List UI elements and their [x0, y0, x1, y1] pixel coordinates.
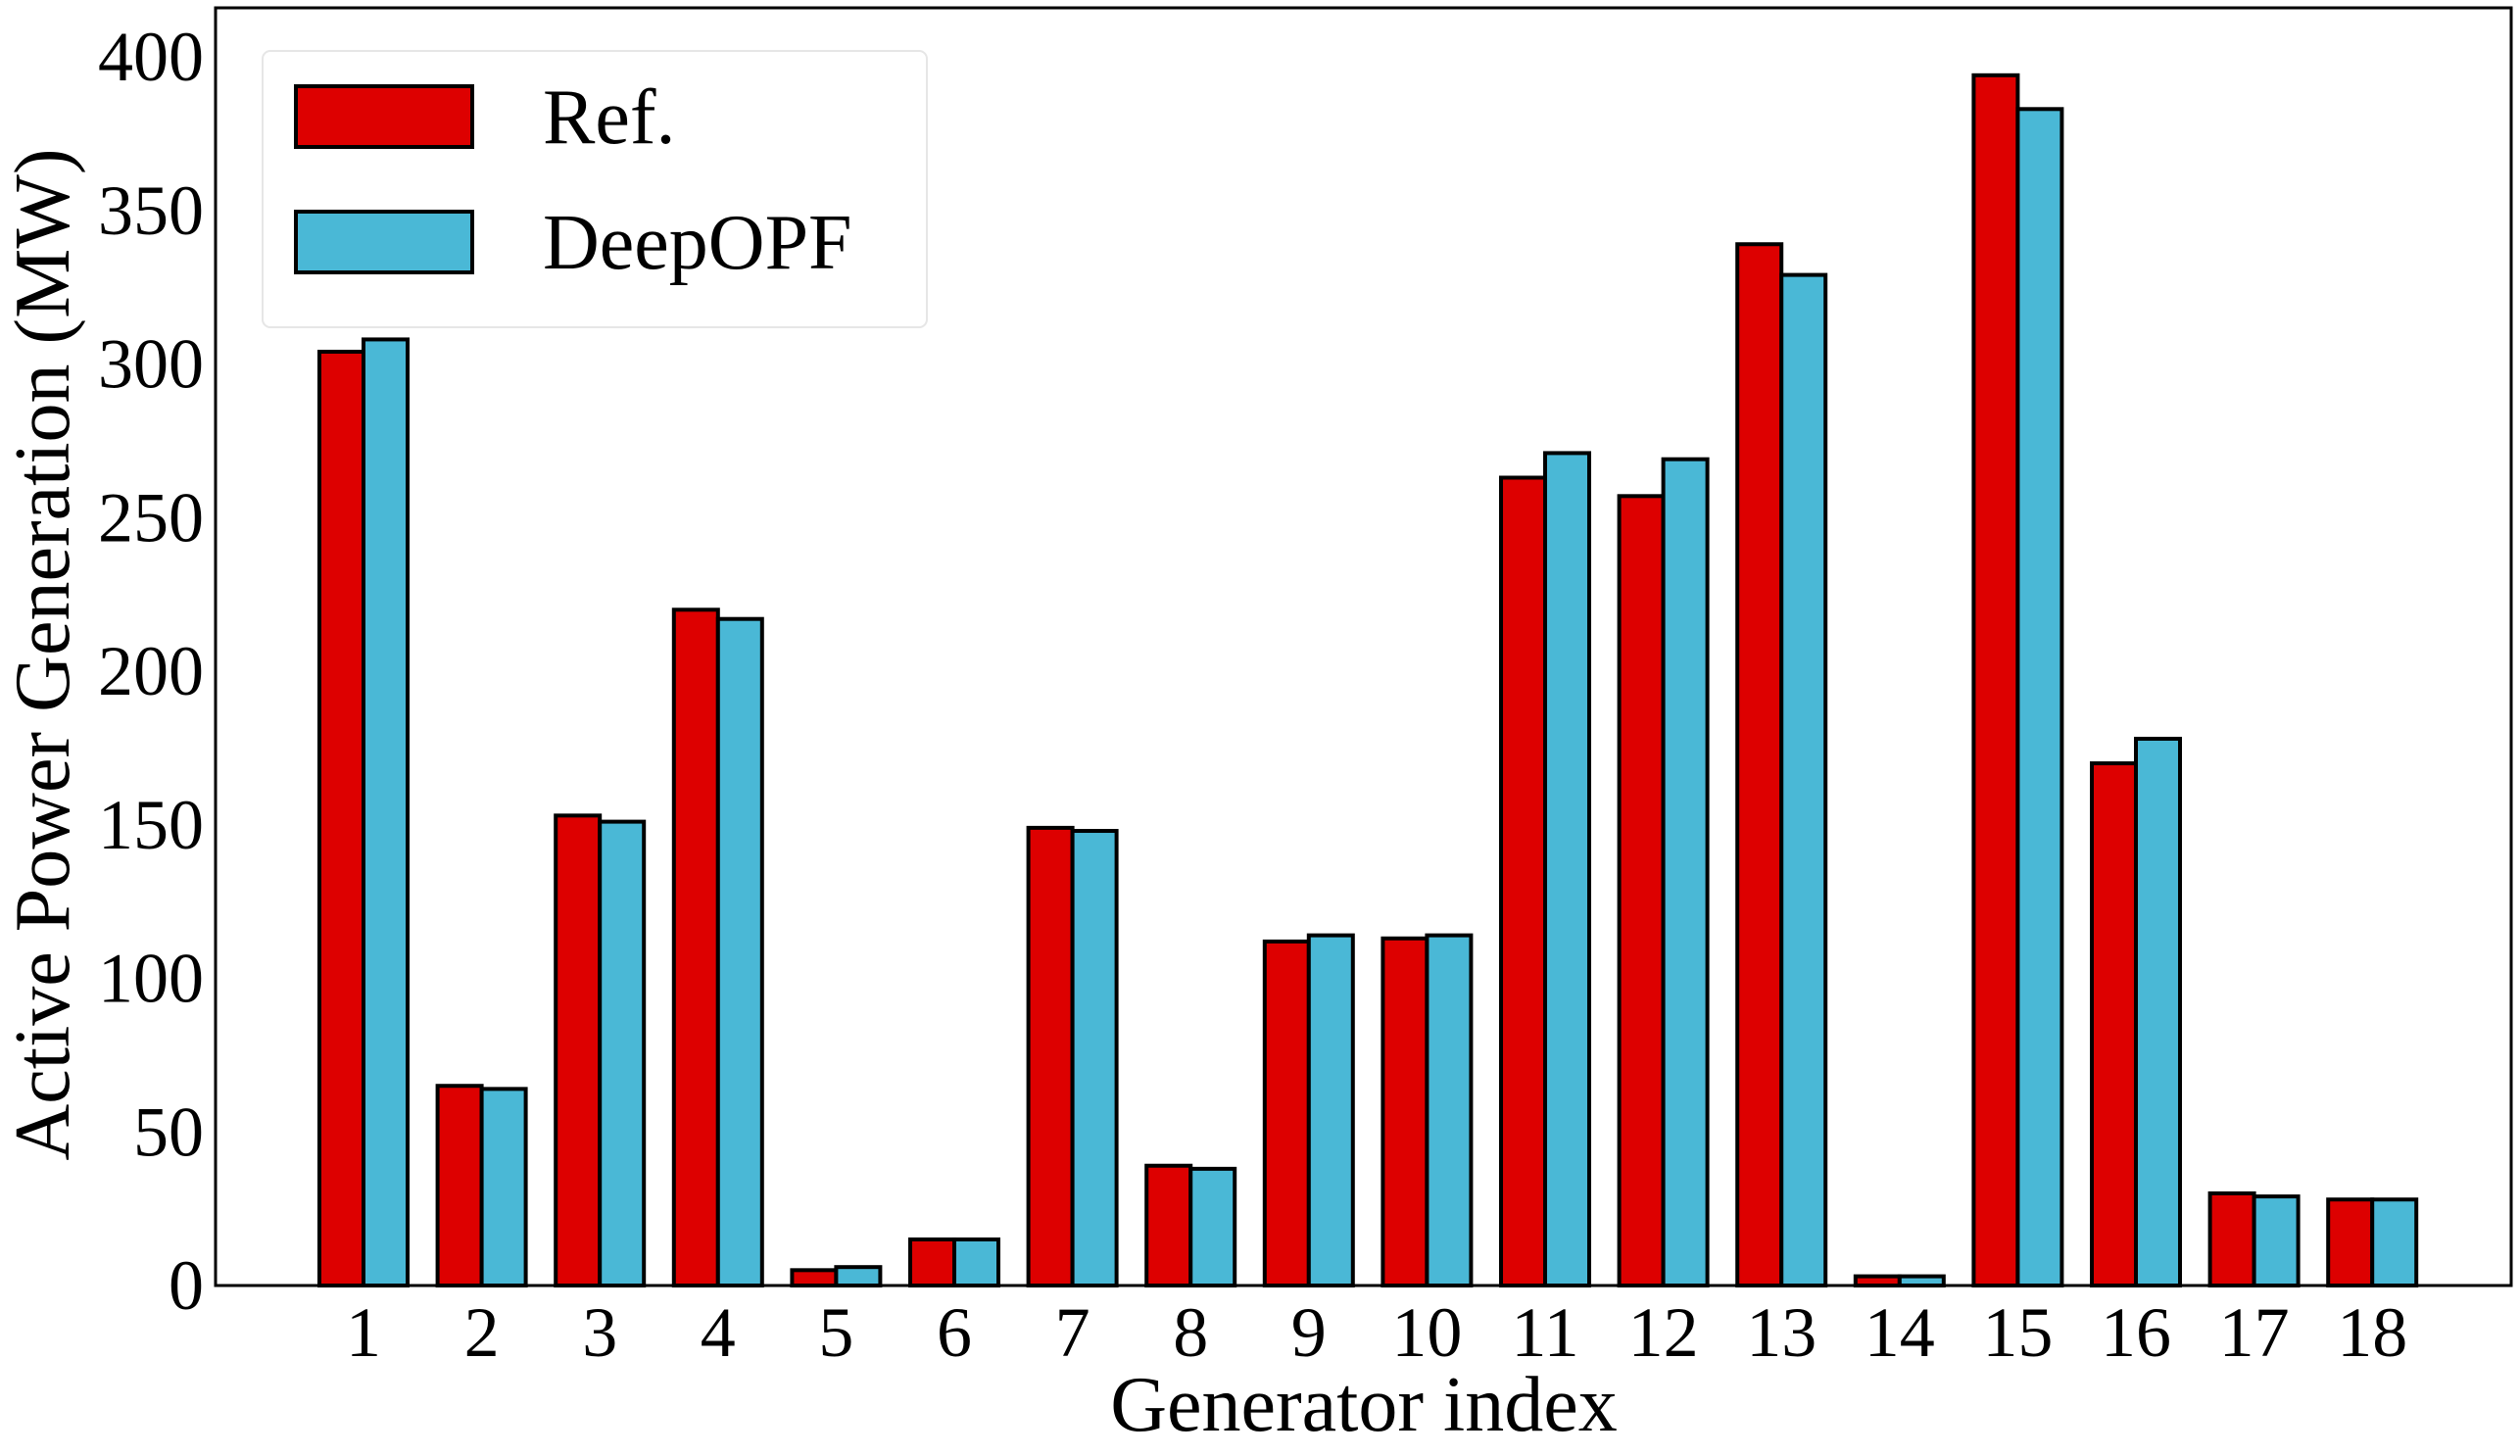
x-tick-label: 12: [1628, 1293, 1699, 1372]
x-tick-label: 10: [1391, 1293, 1462, 1372]
x-tick-label: 15: [1982, 1293, 2053, 1372]
y-tick-label: 250: [98, 478, 204, 557]
legend: Ref. DeepOPF: [262, 50, 928, 328]
bar-ref: [554, 813, 603, 1287]
bar-ref: [1262, 939, 1311, 1287]
x-tick-label: 18: [2337, 1293, 2407, 1372]
x-tick-label: 9: [1291, 1293, 1327, 1372]
y-axis: 0 50 100 150 200 250 300 350 400: [98, 18, 204, 1325]
bar-ref: [2326, 1197, 2375, 1287]
bar-deepopf: [1661, 457, 1710, 1287]
x-tick-label: 2: [464, 1293, 500, 1372]
bar-deepopf: [834, 1265, 883, 1287]
bar-ref: [2090, 761, 2138, 1287]
x-axis: 1 2 3 4 5 6 7 8 9 10 11 12 13 14 15 16 17 18: [346, 1293, 2407, 1372]
bar-ref: [1971, 73, 2020, 1287]
bar-ref: [1381, 936, 1430, 1287]
bar-deepopf: [1306, 933, 1355, 1287]
bar-ref: [1735, 242, 1784, 1288]
x-tick-label: 17: [2219, 1293, 2290, 1372]
x-tick-label: 3: [582, 1293, 617, 1372]
y-tick-label: 400: [98, 18, 204, 96]
legend-label-deepopf: DeepOPF: [543, 200, 852, 286]
x-tick-label: 11: [1511, 1293, 1578, 1372]
bar-ref: [1026, 825, 1075, 1287]
bar-ref: [435, 1084, 484, 1287]
plot-frame: [214, 6, 2513, 1287]
bar-ref: [790, 1268, 839, 1287]
bar-deepopf: [362, 337, 410, 1288]
bar-deepopf: [2370, 1197, 2419, 1287]
y-tick-label: 0: [169, 1246, 204, 1325]
x-tick-label: 4: [701, 1293, 736, 1372]
bar-deepopf: [2134, 736, 2182, 1287]
x-tick-label: 8: [1173, 1293, 1208, 1372]
bar-ref: [1499, 475, 1547, 1287]
x-tick-label: 1: [346, 1293, 381, 1372]
legend-swatch-ref: [294, 84, 474, 149]
x-tick-label: 5: [818, 1293, 853, 1372]
x-tick-label: 6: [937, 1293, 972, 1372]
bar-deepopf: [1070, 829, 1119, 1288]
y-tick-label: 200: [98, 632, 204, 710]
y-tick-label: 300: [98, 325, 204, 404]
bar-deepopf: [1425, 933, 1474, 1287]
x-tick-label: 7: [1055, 1293, 1090, 1372]
bar-deepopf: [715, 616, 764, 1287]
x-tick-label: 13: [1746, 1293, 1817, 1372]
y-tick-label: 150: [98, 786, 204, 864]
bars-group: [317, 73, 2419, 1288]
bar-deepopf: [1543, 451, 1591, 1288]
legend-swatch-deepopf: [294, 210, 474, 274]
x-tick-label: 14: [1865, 1293, 1935, 1372]
x-axis-label: Generator index: [1110, 1362, 1618, 1448]
bar-deepopf: [598, 819, 647, 1287]
bar-ref: [1144, 1163, 1193, 1287]
bar-deepopf: [1779, 272, 1828, 1288]
bar-ref: [671, 607, 720, 1287]
x-tick-label: 16: [2101, 1293, 2171, 1372]
bar-deepopf: [479, 1087, 528, 1287]
y-tick-label: 50: [133, 1092, 204, 1171]
legend-label-ref: Ref.: [543, 74, 676, 161]
bar-deepopf: [1188, 1166, 1237, 1287]
bar-ref: [2207, 1190, 2256, 1287]
bar-deepopf: [2252, 1194, 2301, 1287]
bar-ref: [1617, 494, 1666, 1287]
y-tick-label: 100: [98, 940, 204, 1018]
bar-deepopf: [2015, 107, 2064, 1287]
bar-ref: [317, 349, 365, 1287]
bar-ref: [908, 1237, 956, 1287]
bar-deepopf: [952, 1237, 1000, 1287]
y-axis-label: Active Power Generation (MW): [0, 149, 86, 1161]
y-tick-label: 350: [98, 171, 204, 250]
